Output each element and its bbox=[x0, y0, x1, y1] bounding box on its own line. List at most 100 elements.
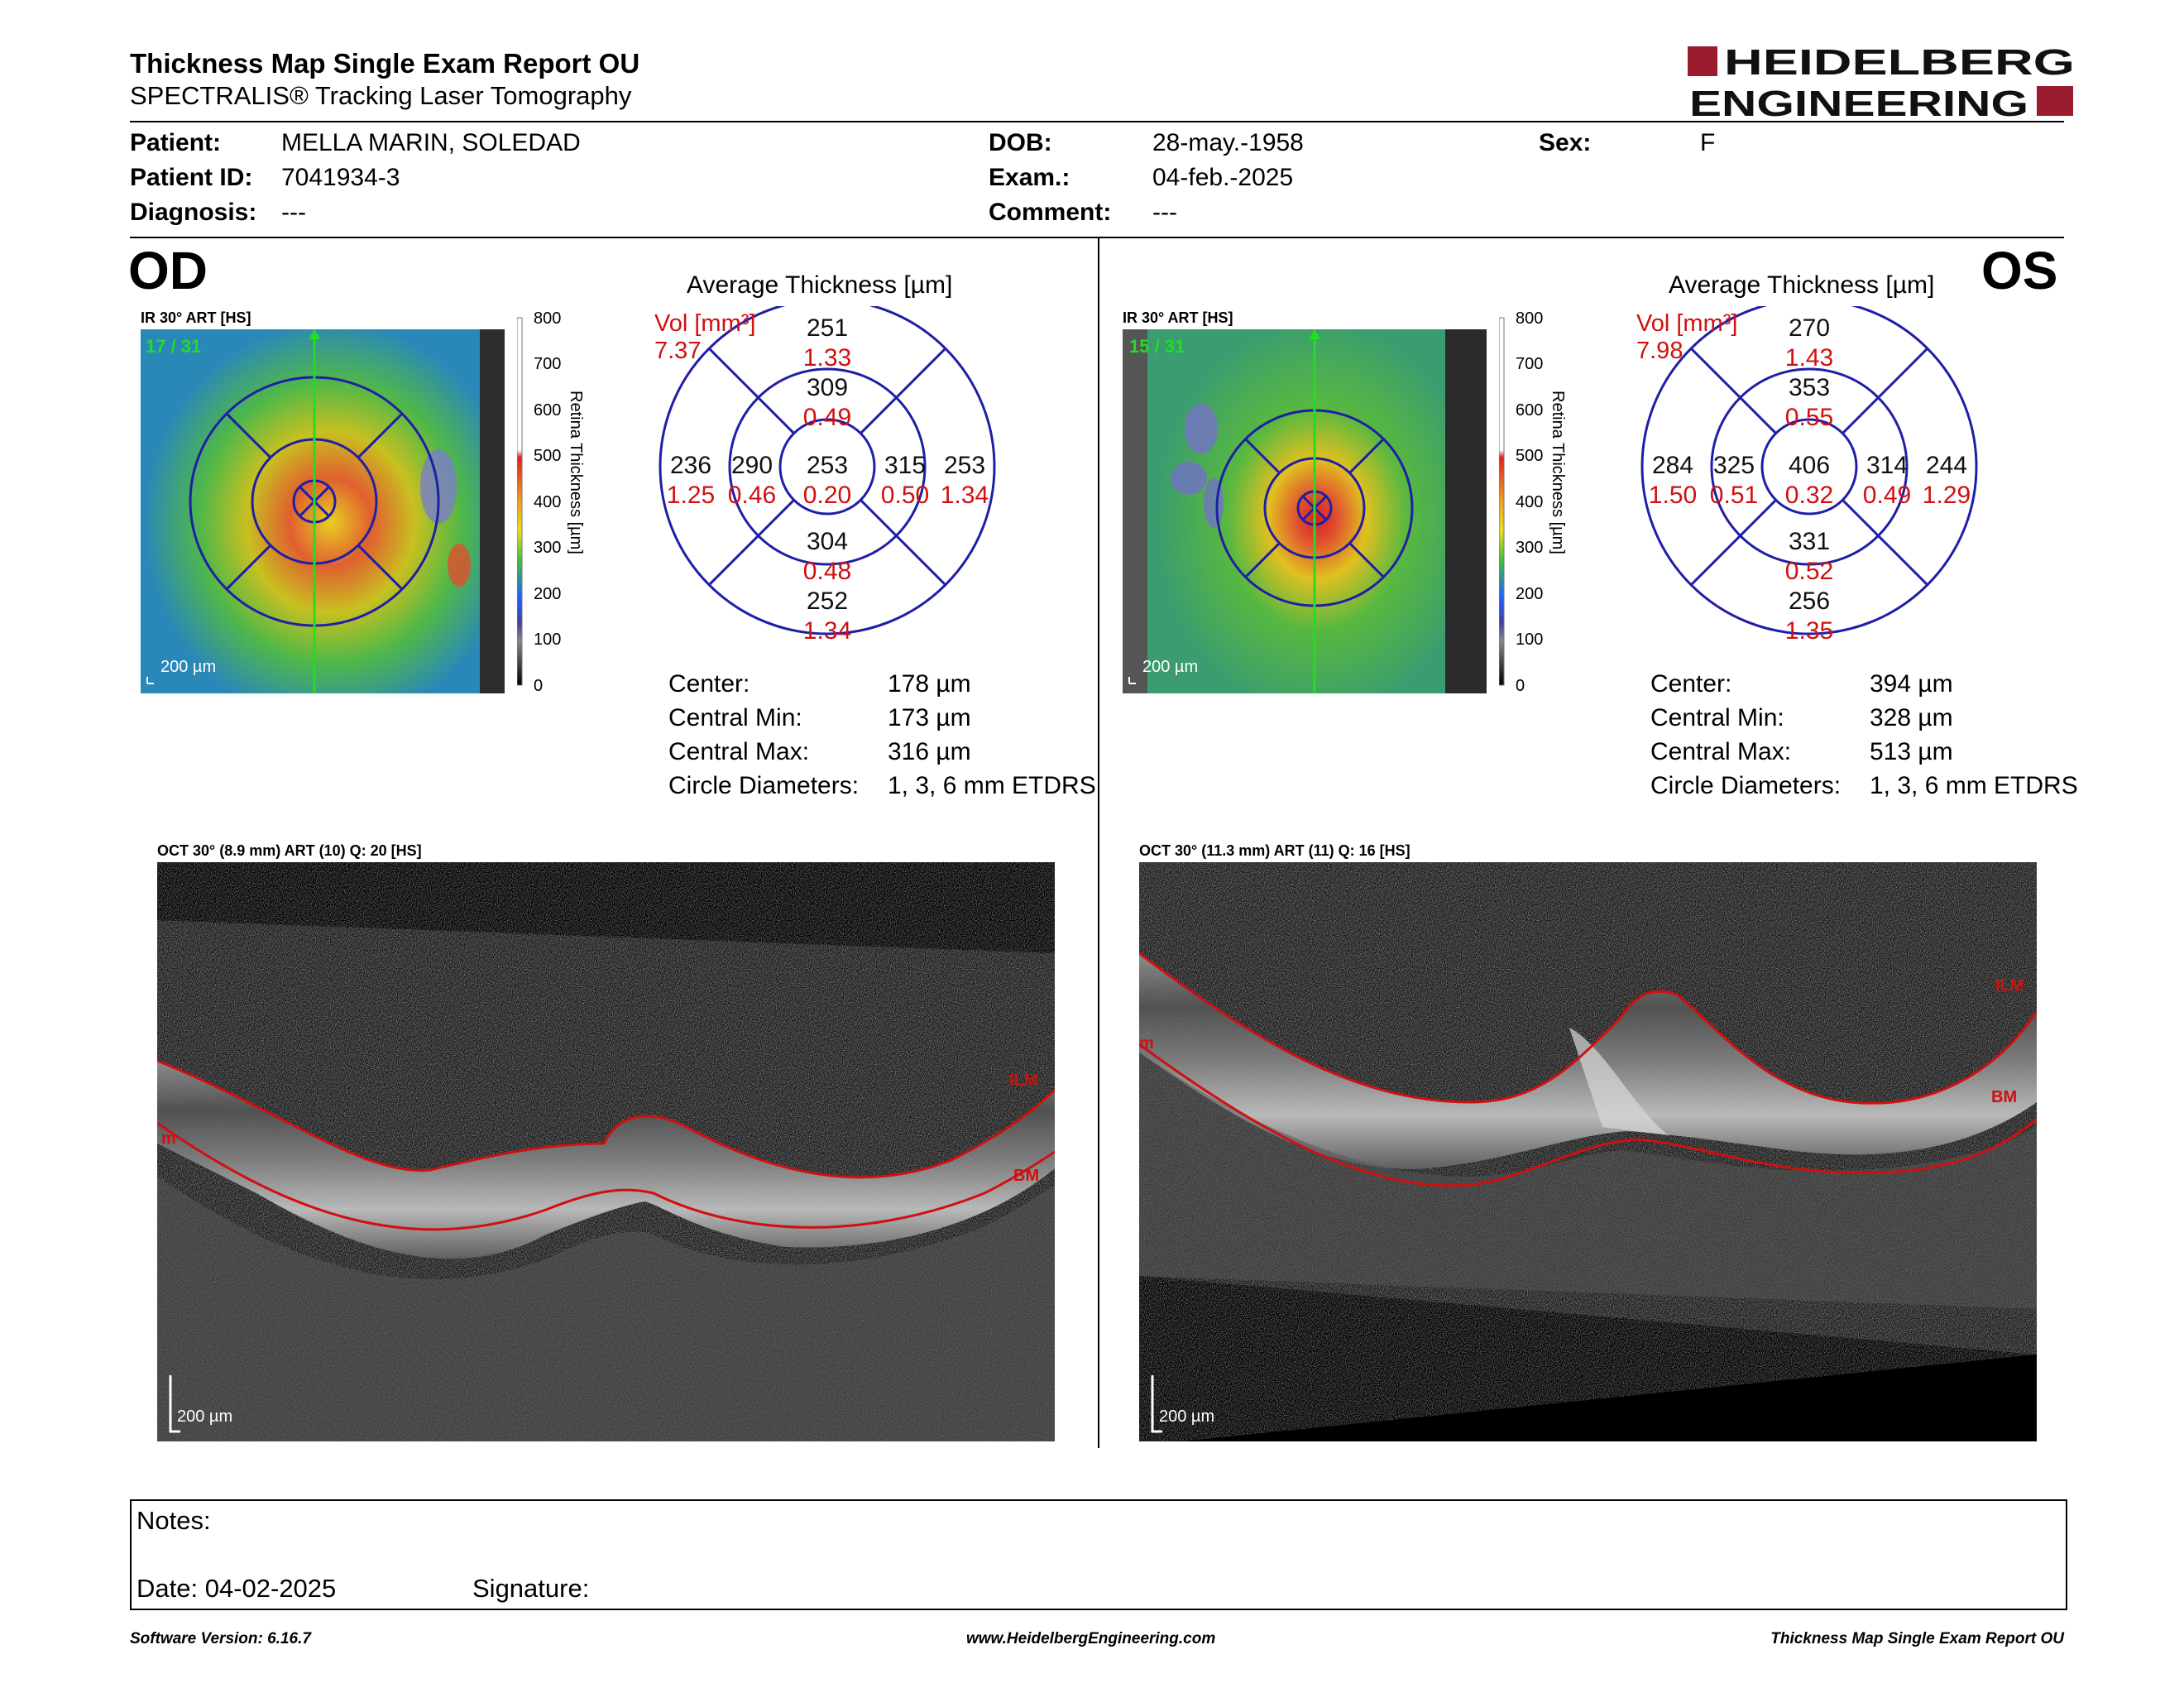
cbar-tick: 300 bbox=[1516, 539, 1543, 557]
od-oct-label: OCT 30° (8.9 mm) ART (10) Q: 20 [HS] bbox=[157, 842, 422, 859]
od-outer-nas-thk: 236 bbox=[670, 452, 711, 479]
os-bm-line bbox=[1139, 1043, 2037, 1187]
od-inner-sup-vol: 0.49 bbox=[803, 404, 851, 431]
os-diam-value: 1, 3, 6 mm ETDRS bbox=[1870, 772, 2078, 799]
od-scale-label: 200 µm bbox=[160, 658, 216, 676]
od-oct-bscan: ILM BM m 200 µm bbox=[157, 862, 1055, 1441]
os-diam-label: Circle Diameters: bbox=[1650, 772, 1842, 799]
od-inner-nas-vol: 0.46 bbox=[728, 482, 776, 509]
od-center-thk: 253 bbox=[807, 452, 848, 479]
od-frame-count: 17 / 31 bbox=[146, 336, 201, 357]
od-avg-title: Average Thickness [µm] bbox=[687, 271, 953, 299]
dob-value: 28-may.-1958 bbox=[1152, 129, 1304, 156]
os-outer-temp-vol: 1.50 bbox=[1649, 482, 1697, 509]
patient-id-label: Patient ID: bbox=[130, 164, 253, 191]
cbar-tick: 100 bbox=[534, 631, 561, 649]
notes-label: Notes: bbox=[136, 1506, 211, 1535]
os-inner-temp-thk: 325 bbox=[1713, 452, 1755, 479]
od-outer-inf-thk: 252 bbox=[807, 587, 848, 615]
cbar-tick: 300 bbox=[534, 539, 561, 557]
od-max-label: Central Max: bbox=[668, 738, 810, 765]
od-ir-label: IR 30° ART [HS] bbox=[141, 309, 251, 326]
od-outer-sup-thk: 251 bbox=[807, 314, 848, 342]
os-oct-scale: 200 µm bbox=[1159, 1407, 1214, 1426]
od-outer-temp-thk: 253 bbox=[944, 452, 985, 479]
od-center-vol: 0.20 bbox=[803, 482, 851, 509]
software-version: Software Version: 6.16.7 bbox=[130, 1630, 311, 1647]
cbar-tick: 200 bbox=[534, 585, 561, 603]
os-outer-inf-vol: 1.35 bbox=[1785, 617, 1833, 645]
os-center-label: Center: bbox=[1650, 670, 1732, 698]
report-title: Thickness Map Single Exam Report OU bbox=[130, 48, 640, 79]
od-outer-sup-vol: 1.33 bbox=[803, 344, 851, 372]
os-oct-bscan: ILM BM m 200 µm bbox=[1139, 862, 2037, 1441]
logo-square-top bbox=[1688, 46, 1717, 76]
report-subtitle: SPECTRALIS® Tracking Laser Tomography bbox=[130, 81, 632, 110]
cbar-tick: 400 bbox=[1516, 493, 1543, 511]
os-inner-sup-vol: 0.55 bbox=[1785, 404, 1833, 431]
cbar-tick: 400 bbox=[534, 493, 561, 511]
od-diam-label: Circle Diameters: bbox=[668, 772, 860, 799]
dob-label: DOB: bbox=[989, 129, 1052, 156]
os-ilm-line bbox=[1139, 952, 2037, 1105]
od-diam-value: 1, 3, 6 mm ETDRS bbox=[888, 772, 1096, 799]
od-ilm-label: ILM bbox=[1009, 1072, 1037, 1090]
od-vol-label: Vol [mm³] bbox=[654, 310, 755, 337]
diagnosis-value: --- bbox=[281, 199, 306, 226]
signature-label: Signature: bbox=[472, 1574, 590, 1603]
os-outer-nas-vol: 1.29 bbox=[1923, 482, 1971, 509]
os-outer-inf-thk: 256 bbox=[1789, 587, 1830, 615]
os-avg-title: Average Thickness [µm] bbox=[1669, 271, 1935, 299]
cbar-tick: 600 bbox=[534, 401, 561, 420]
os-max-label: Central Max: bbox=[1650, 738, 1792, 765]
os-center-value: 394 µm bbox=[1870, 670, 1953, 698]
cbar-tick: 700 bbox=[534, 355, 561, 373]
exam-value: 04-feb.-2025 bbox=[1152, 164, 1294, 191]
exam-label: Exam.: bbox=[989, 164, 1070, 191]
od-eye-label: OD bbox=[128, 241, 208, 300]
os-center-thk: 406 bbox=[1789, 452, 1830, 479]
od-bm-line bbox=[157, 1121, 1055, 1231]
diagnosis-label: Diagnosis: bbox=[130, 199, 257, 226]
comment-value: --- bbox=[1152, 199, 1177, 226]
od-etdrs-grid: Vol [mm³] 7.37 251 1.33 309 0.49 253 0.2… bbox=[654, 306, 996, 645]
cbar-tick: 0 bbox=[1516, 677, 1525, 695]
od-m-label: m bbox=[161, 1129, 176, 1148]
eye-divider bbox=[1098, 238, 1099, 1448]
os-oct-label: OCT 30° (11.3 mm) ART (11) Q: 16 [HS] bbox=[1139, 842, 1410, 859]
patient-label: Patient: bbox=[130, 129, 222, 156]
od-bm-label: BM bbox=[1013, 1167, 1039, 1185]
od-outer-temp-vol: 1.34 bbox=[941, 482, 989, 509]
os-bm-label: BM bbox=[1991, 1088, 2017, 1106]
cbar-tick: 0 bbox=[534, 677, 543, 695]
os-inner-inf-thk: 331 bbox=[1789, 528, 1830, 555]
os-ilm-label: ILM bbox=[1995, 976, 2024, 995]
sex-label: Sex: bbox=[1539, 129, 1592, 156]
od-inner-temp-vol: 0.50 bbox=[881, 482, 929, 509]
od-inner-inf-vol: 0.48 bbox=[803, 558, 851, 585]
od-center-value: 178 µm bbox=[888, 670, 971, 698]
cbar-tick: 700 bbox=[1516, 355, 1543, 373]
notes-box: Notes: Date: 04-02-2025 Signature: bbox=[130, 1499, 2067, 1610]
logo-square-bottom bbox=[2037, 86, 2073, 116]
cbar-tick: 500 bbox=[1516, 447, 1543, 465]
od-inner-temp-thk: 315 bbox=[884, 452, 926, 479]
od-max-value: 316 µm bbox=[888, 738, 971, 765]
od-inner-nas-thk: 290 bbox=[731, 452, 773, 479]
os-min-label: Central Min: bbox=[1650, 704, 1784, 731]
os-colorbar: 800 700 600 500 400 300 200 100 0 Retina… bbox=[1499, 309, 1565, 695]
cbar-tick: 100 bbox=[1516, 631, 1543, 649]
os-outer-sup-vol: 1.43 bbox=[1785, 344, 1833, 372]
os-center-vol: 0.32 bbox=[1785, 482, 1833, 509]
od-min-label: Central Min: bbox=[668, 704, 802, 731]
heidelberg-logo: HEIDELBERG ENGINEERING bbox=[1688, 43, 2075, 119]
os-outer-temp-thk: 284 bbox=[1652, 452, 1693, 479]
comment-label: Comment: bbox=[989, 199, 1112, 226]
website-link[interactable]: www.HeidelbergEngineering.com bbox=[966, 1630, 1216, 1647]
os-inner-nas-vol: 0.49 bbox=[1863, 482, 1911, 509]
os-ir-label: IR 30° ART [HS] bbox=[1123, 309, 1233, 326]
logo-text-bottom: ENGINEERING bbox=[1689, 84, 2028, 119]
os-thickness-map: 15 / 31 200 µm bbox=[1123, 329, 1487, 693]
od-oct-scale: 200 µm bbox=[177, 1407, 232, 1426]
od-outer-inf-vol: 1.34 bbox=[803, 617, 851, 645]
